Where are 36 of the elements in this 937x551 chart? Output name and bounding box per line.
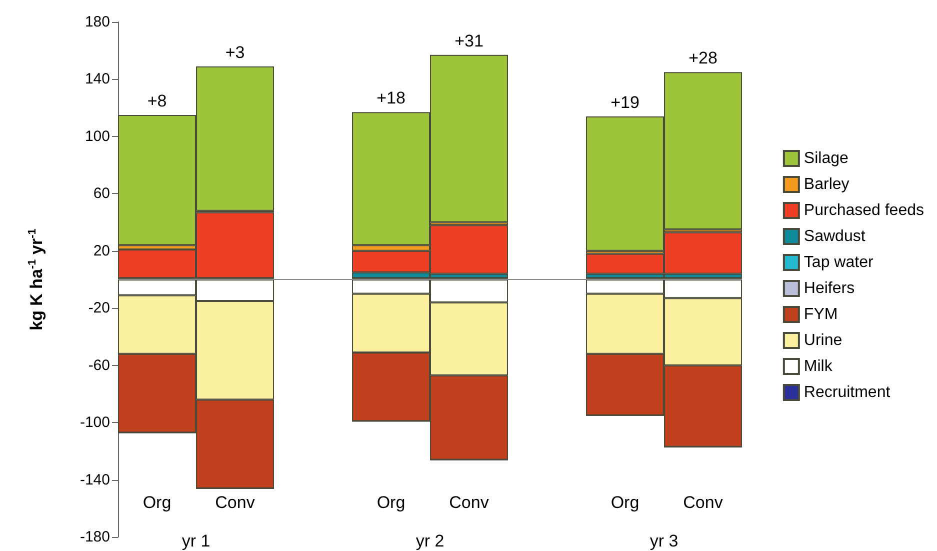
y-tick-label: -180 — [80, 528, 110, 546]
total-label: +8 — [147, 91, 167, 110]
x-tick-label: Org — [142, 493, 172, 512]
y-tick-label: 140 — [84, 70, 110, 88]
legend-label: Tap water — [804, 254, 874, 271]
total-label: +31 — [454, 31, 484, 50]
annotation: yr 3 — [650, 532, 678, 550]
y-tick-label: 180 — [84, 14, 110, 30]
annotation: yr 1 — [182, 532, 210, 550]
y-tick-label: 100 — [84, 128, 110, 145]
y-tick-label: -60 — [88, 356, 110, 374]
total-label: +3 — [225, 42, 245, 62]
legend-label: Silage — [804, 150, 848, 167]
legend-label: Barley — [804, 176, 850, 193]
y-tick-label: 20 — [93, 242, 110, 260]
legend-label: Recruitment — [804, 384, 891, 401]
x-tick-label: Conv — [215, 493, 256, 512]
total-label: +19 — [610, 92, 640, 112]
y-tick-label: -20 — [88, 300, 110, 317]
legend-label: Heifers — [804, 280, 855, 297]
x-tick-label: Org — [376, 493, 406, 512]
legend-label: FYM — [804, 306, 838, 323]
annotation: yr 2 — [416, 532, 444, 550]
legend-label: Milk — [804, 358, 834, 375]
legend-label: Sawdust — [804, 228, 866, 245]
total-label: +18 — [376, 88, 406, 108]
y-axis-title: kg K ha-1 yr-1 — [26, 228, 46, 330]
y-tick-label: -100 — [80, 414, 110, 432]
legend-label: Urine — [804, 332, 842, 349]
total-label: +28 — [688, 48, 718, 68]
x-tick-label: Org — [610, 493, 640, 512]
legend-label: Purchased feeds — [804, 202, 924, 219]
y-tick-label: 60 — [93, 185, 110, 202]
x-tick-label: Conv — [683, 493, 724, 512]
y-tick-label: -140 — [80, 471, 110, 488]
x-tick-label: Conv — [449, 493, 490, 512]
